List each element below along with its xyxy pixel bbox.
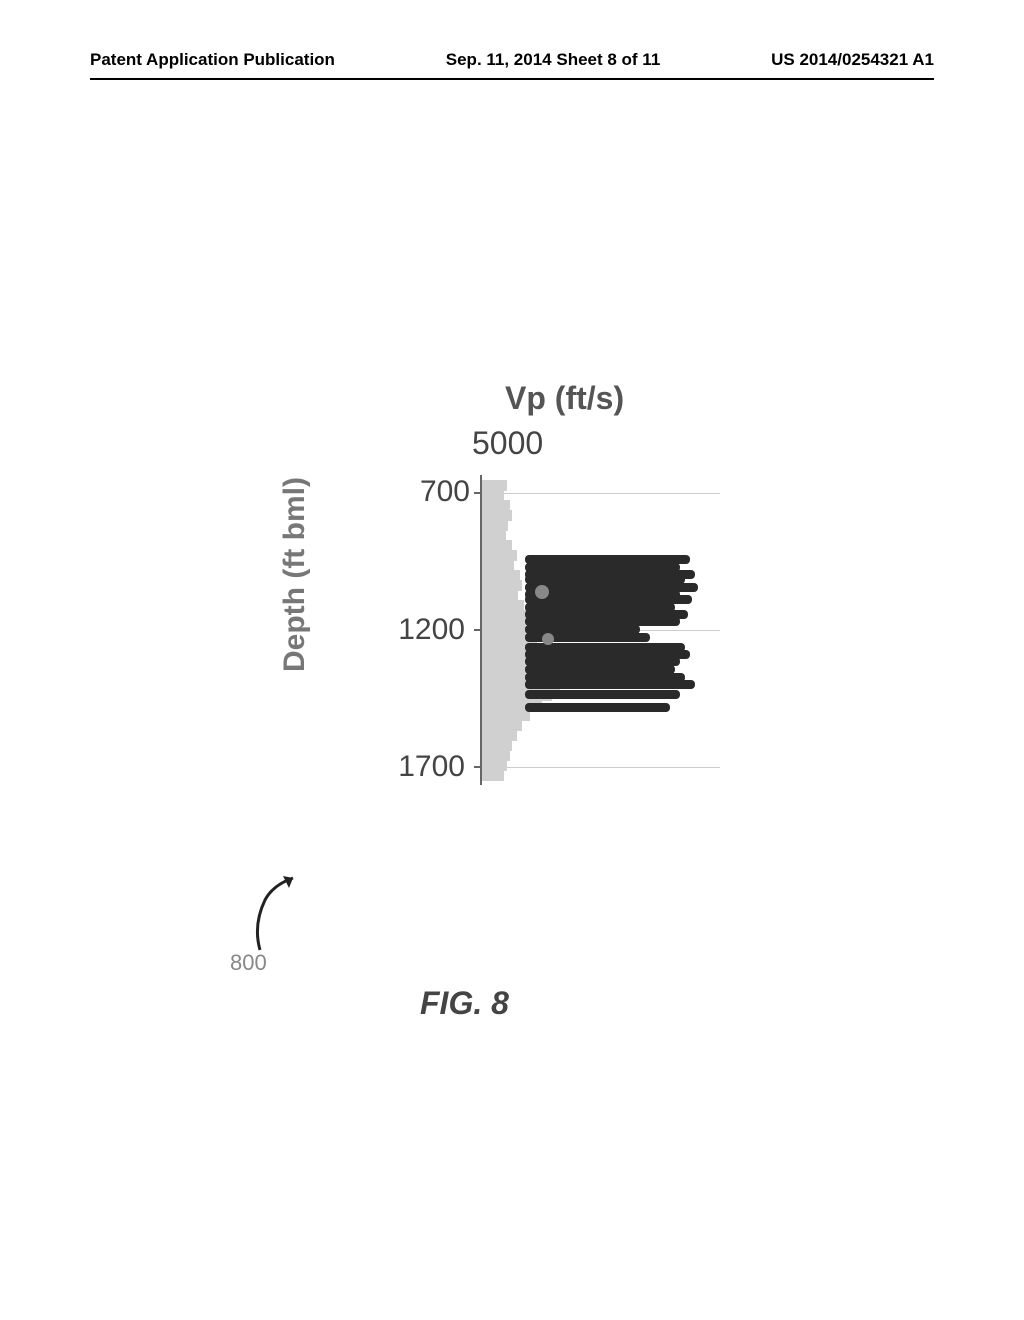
mid-trace-marker (542, 633, 554, 645)
dark-trace-bar (525, 690, 680, 699)
grid-line (480, 493, 720, 494)
figure-caption: FIG. 8 (420, 985, 509, 1022)
x-tick-label: 5000 (472, 425, 543, 462)
grid-line (480, 767, 720, 768)
header-right: US 2014/0254321 A1 (771, 50, 934, 70)
header-center: Sep. 11, 2014 Sheet 8 of 11 (446, 50, 661, 70)
header-rule (90, 78, 934, 80)
y-tick-label: 1200 (380, 613, 465, 647)
plot-area (480, 475, 720, 785)
x-axis-label: Vp (ft/s) (505, 380, 624, 417)
y-tick-label: 1700 (380, 750, 465, 784)
mid-trace-marker (535, 585, 549, 599)
header-left: Patent Application Publication (90, 50, 335, 70)
y-axis-label: Depth (ft bml) (278, 477, 312, 672)
dark-trace-bar (525, 680, 695, 689)
y-tick-label: 700 (385, 475, 470, 509)
figure-container: Vp (ft/s) 5000 Depth (ft bml) 700 1200 1… (290, 380, 790, 880)
light-trace-segment (482, 770, 504, 781)
page-header: Patent Application Publication Sep. 11, … (0, 50, 1024, 70)
dark-trace-bar (525, 703, 670, 712)
callout-number: 800 (230, 950, 267, 976)
